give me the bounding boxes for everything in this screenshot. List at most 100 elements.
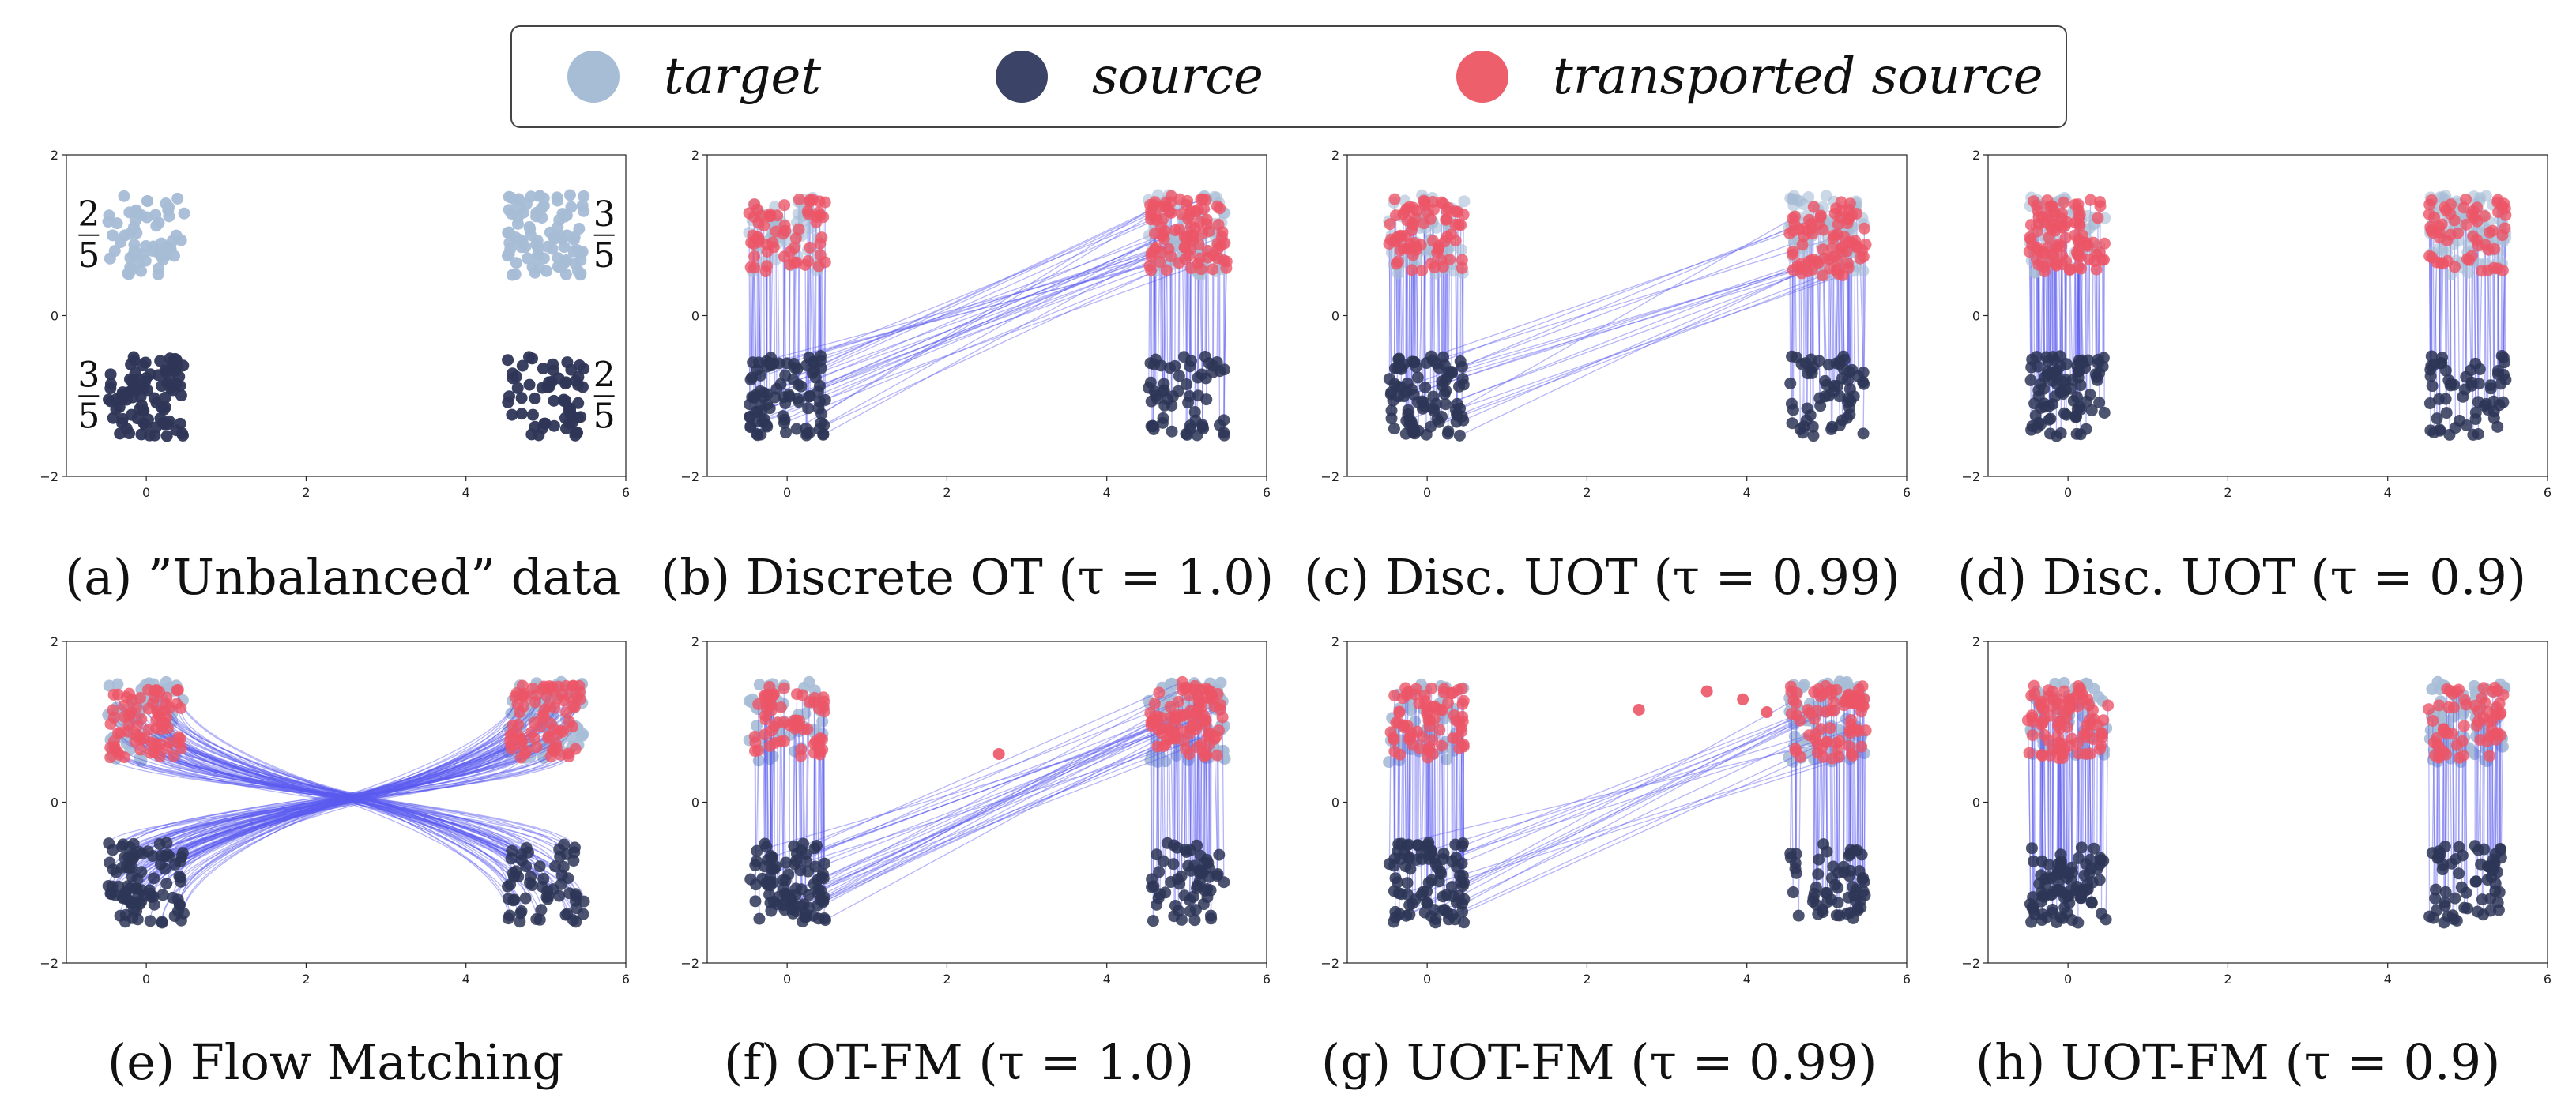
x-tick-label: 4 (2384, 972, 2392, 987)
source-point (800, 856, 813, 868)
transported-point (1176, 683, 1188, 696)
transported-point (2053, 698, 2066, 710)
transported-point (1809, 733, 1821, 746)
transport-path (349, 686, 544, 919)
transported-marker-icon (1456, 51, 1508, 103)
target-point (1456, 243, 1468, 256)
transport-path (1157, 261, 1161, 399)
x-tick-label: 6 (2544, 485, 2552, 500)
source-point (2046, 906, 2058, 919)
transport-path (805, 721, 1152, 855)
source-point (1786, 417, 1798, 430)
target-point (1159, 755, 1172, 768)
plot-content (1383, 675, 1872, 929)
transported-point (563, 750, 575, 763)
transport-path (1427, 749, 1429, 843)
chart-svg-f: 0 2 4 6 −2 0 2 (680, 634, 1271, 987)
source-point (2025, 423, 2038, 436)
source-point (549, 860, 562, 873)
source-point (2438, 916, 2450, 929)
transport-path (786, 239, 1193, 364)
source-point (1196, 420, 1209, 433)
transport-path (786, 715, 1204, 901)
transported-point (1214, 202, 1226, 215)
source-point (1147, 423, 1160, 435)
transported-point (2069, 229, 2081, 242)
transported-point (567, 679, 580, 692)
source-point (114, 427, 126, 440)
transported-point (2448, 214, 2461, 227)
transport-path (1435, 712, 1810, 865)
transport-path (2069, 745, 2073, 868)
transported-point (1843, 739, 1855, 752)
y-tick-label: 0 (691, 309, 699, 324)
transport-path (2449, 690, 2453, 864)
source-point (2084, 853, 2096, 866)
source-point (2483, 860, 2495, 873)
transported-point (2063, 694, 2076, 706)
y-tick-label: 0 (1972, 309, 1980, 324)
source-point (1456, 373, 1469, 385)
transported-point (1218, 254, 1230, 267)
transported-point (2425, 194, 2438, 207)
transport-path (148, 729, 509, 887)
transported-point (1818, 252, 1831, 265)
source-point (136, 848, 149, 860)
y-tick-label: 2 (691, 634, 699, 649)
source-point (1836, 372, 1848, 385)
transport-path (356, 706, 525, 913)
transport-path (2032, 735, 2035, 908)
source-point (2085, 896, 2098, 908)
transport-path (2468, 260, 2472, 370)
source-point (1858, 378, 1870, 390)
transported-point (2460, 218, 2472, 231)
y-tick-label: 0 (1331, 309, 1339, 324)
transport-path (805, 708, 1201, 915)
fraction-denominator: 5 (593, 396, 616, 436)
source-point (133, 403, 145, 416)
source-point (1153, 866, 1166, 878)
transport-path (1397, 723, 1399, 852)
transport-path (1414, 273, 1839, 434)
transported-point (1407, 220, 1419, 232)
target-point (1857, 265, 1870, 277)
transport-path (351, 738, 563, 876)
source-point (1832, 882, 1844, 894)
target-point (146, 245, 159, 258)
panel-c: 0 2 4 6 −2 0 2 (1316, 145, 1923, 506)
transported-point (545, 683, 558, 696)
transported-point (2081, 693, 2094, 705)
target-point (1784, 192, 1797, 205)
transport-path (1836, 269, 1839, 363)
transport-path (821, 739, 824, 878)
target-point (178, 207, 190, 220)
source-point (506, 408, 518, 421)
source-point (122, 880, 134, 893)
transported-point (2058, 685, 2070, 698)
transported-point (1633, 703, 1645, 716)
transport-path (1223, 268, 1227, 420)
source-point (2062, 867, 2075, 880)
transport-path (164, 705, 550, 870)
x-tick-label: 6 (1263, 972, 1271, 987)
transport-path (2500, 694, 2504, 858)
transport-path (1810, 228, 1813, 360)
transport-path (1459, 245, 1857, 436)
source-point (533, 860, 546, 873)
transport-path (164, 748, 512, 856)
target-point (1458, 195, 1471, 208)
transported-point (744, 261, 757, 273)
transport-path (785, 738, 1176, 894)
source-point (2028, 905, 2040, 917)
transported-point (1806, 263, 1818, 276)
transport-path (2441, 263, 2444, 363)
target-point (1833, 724, 1846, 736)
transported-point (2495, 706, 2507, 719)
source-point (1857, 427, 1870, 440)
transported-point (1794, 714, 1806, 727)
source-point (1211, 355, 1223, 368)
transported-point (1388, 193, 1401, 205)
transported-point (1737, 693, 1749, 705)
transported-point (1215, 698, 1227, 711)
transport-path (806, 228, 1180, 367)
